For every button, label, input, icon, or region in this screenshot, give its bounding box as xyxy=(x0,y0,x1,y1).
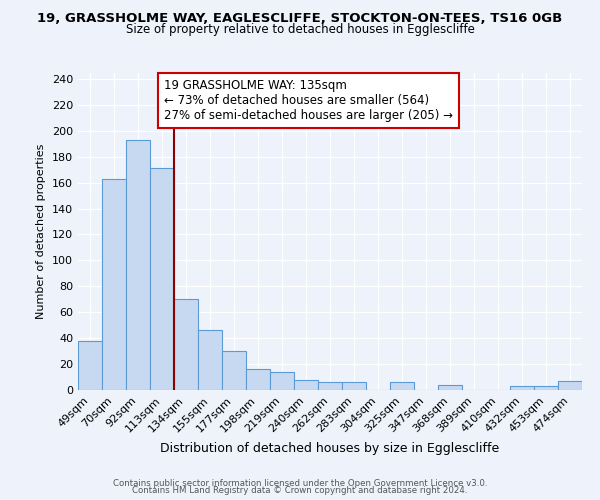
Bar xyxy=(270,372,294,390)
Bar xyxy=(174,300,198,390)
Bar xyxy=(342,382,366,390)
X-axis label: Distribution of detached houses by size in Egglescliffe: Distribution of detached houses by size … xyxy=(160,442,500,455)
Bar xyxy=(294,380,318,390)
Y-axis label: Number of detached properties: Number of detached properties xyxy=(37,144,46,319)
Bar xyxy=(222,351,246,390)
Bar xyxy=(150,168,174,390)
Text: Size of property relative to detached houses in Egglescliffe: Size of property relative to detached ho… xyxy=(125,22,475,36)
Bar xyxy=(558,381,582,390)
Bar xyxy=(510,386,534,390)
Text: Contains HM Land Registry data © Crown copyright and database right 2024.: Contains HM Land Registry data © Crown c… xyxy=(132,486,468,495)
Bar xyxy=(198,330,222,390)
Bar xyxy=(438,385,462,390)
Bar xyxy=(102,179,126,390)
Bar xyxy=(78,341,102,390)
Bar xyxy=(126,140,150,390)
Text: 19, GRASSHOLME WAY, EAGLESCLIFFE, STOCKTON-ON-TEES, TS16 0GB: 19, GRASSHOLME WAY, EAGLESCLIFFE, STOCKT… xyxy=(37,12,563,26)
Bar xyxy=(246,370,270,390)
Text: 19 GRASSHOLME WAY: 135sqm
← 73% of detached houses are smaller (564)
27% of semi: 19 GRASSHOLME WAY: 135sqm ← 73% of detac… xyxy=(164,79,452,122)
Bar xyxy=(318,382,342,390)
Bar xyxy=(390,382,414,390)
Bar xyxy=(534,386,558,390)
Text: Contains public sector information licensed under the Open Government Licence v3: Contains public sector information licen… xyxy=(113,478,487,488)
